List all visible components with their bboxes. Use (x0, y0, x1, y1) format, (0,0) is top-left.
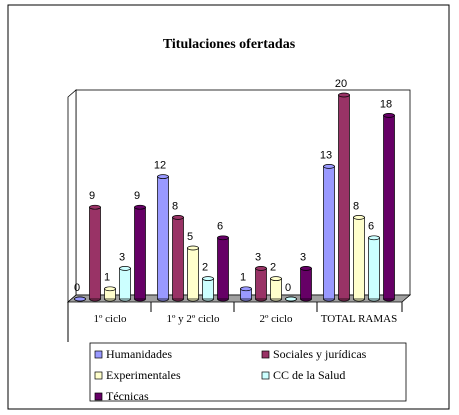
bar (323, 164, 335, 302)
chart-title: Titulaciones ofertadas (163, 37, 296, 52)
bar (255, 266, 267, 302)
bar (217, 235, 229, 302)
data-label: 3 (119, 251, 125, 263)
data-label: 1 (104, 272, 110, 284)
bar (187, 245, 199, 302)
bar (104, 286, 116, 302)
legend-swatch (94, 371, 103, 380)
bar (157, 174, 169, 302)
x-tick-label: TOTAL RAMAS (320, 313, 398, 325)
bar (134, 204, 146, 302)
data-label: 6 (217, 221, 223, 233)
data-label: 9 (89, 190, 95, 202)
data-label: 0 (74, 282, 80, 294)
side-wall (67, 89, 77, 303)
data-label: 8 (172, 200, 178, 212)
x-tick-label: 2º ciclo (259, 313, 293, 325)
data-label: 8 (353, 200, 359, 212)
legend-label: CC de la Salud (273, 368, 345, 382)
bar (338, 92, 350, 302)
bar (172, 215, 184, 302)
bar (353, 215, 365, 302)
legend-swatch (94, 392, 103, 401)
bar (119, 266, 131, 302)
x-tick-label: 1º y 2º ciclo (166, 313, 220, 325)
bar (300, 266, 312, 302)
bar (240, 286, 252, 302)
x-tick-label: 1º ciclo (93, 313, 127, 325)
legend-swatch (261, 350, 270, 359)
data-label: 3 (300, 251, 306, 263)
legend-label: Sociales y jurídicas (273, 347, 367, 361)
bar (270, 276, 282, 302)
bar (202, 276, 214, 302)
data-label: 5 (187, 231, 193, 243)
bar (285, 296, 297, 302)
legend (89, 342, 407, 402)
data-label: 6 (368, 221, 374, 233)
data-label: 2 (202, 262, 208, 274)
data-label: 13 (320, 149, 332, 161)
bar (383, 113, 395, 302)
data-label: 9 (134, 190, 140, 202)
legend-label: Experimentales (106, 368, 181, 382)
legend-label: Humanidades (106, 347, 172, 361)
data-label: 18 (380, 98, 392, 110)
data-label: 20 (335, 78, 347, 90)
data-label: 0 (285, 282, 291, 294)
legend-swatch (94, 350, 103, 359)
data-label: 3 (255, 251, 261, 263)
data-label: 1 (240, 272, 246, 284)
data-label: 12 (154, 160, 166, 172)
bar (74, 296, 86, 302)
legend-label: Técnicas (106, 389, 149, 403)
bar (368, 235, 380, 302)
bar (89, 204, 101, 302)
legend-swatch (261, 371, 270, 380)
data-label: 2 (270, 262, 276, 274)
